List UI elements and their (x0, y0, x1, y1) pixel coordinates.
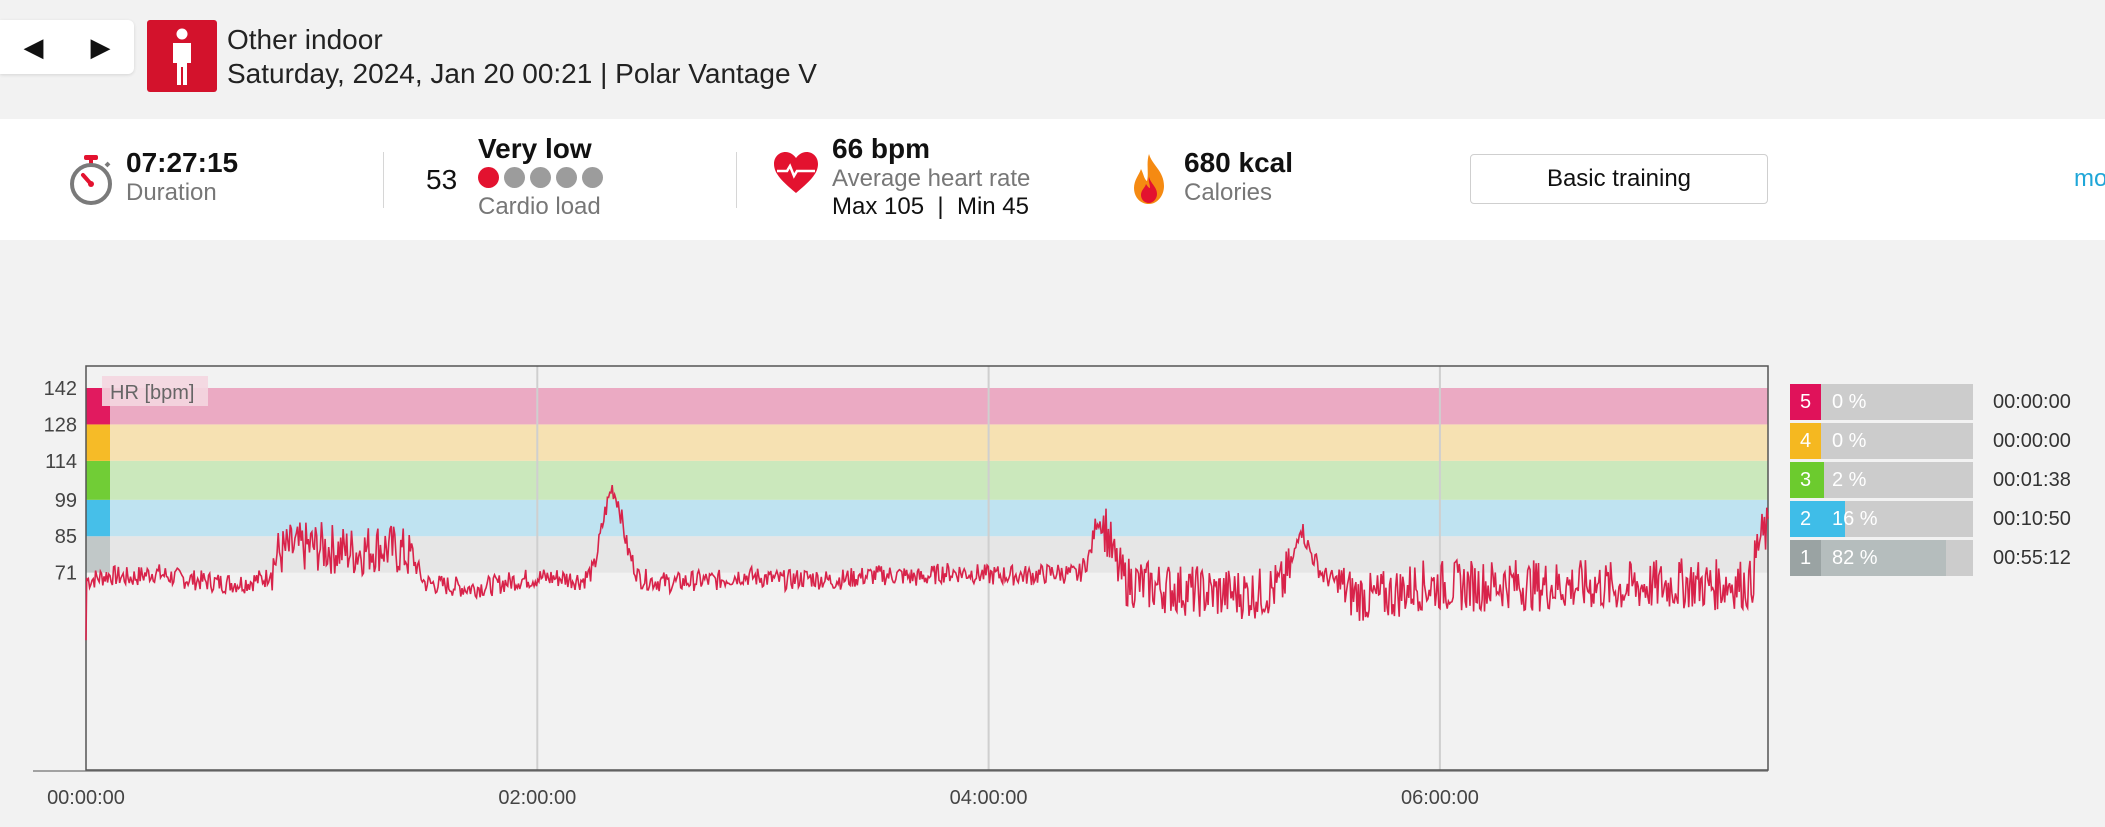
duration-value: 07:27:15 (126, 147, 239, 178)
ylabel-background (102, 376, 208, 406)
zone-time: 00:00:00 (1993, 430, 2071, 452)
zone-row-2: 2 16 % (1790, 501, 1973, 537)
y-tick-label: 142 (44, 378, 77, 400)
load-dot (478, 167, 499, 188)
zone-number: 3 (1790, 462, 1821, 498)
duration-label: Duration (126, 179, 217, 206)
x-tick-label: 00:00:00 (47, 787, 125, 809)
basic-training-button[interactable]: Basic training (1470, 154, 1768, 204)
average-heart-rate-label: Average heart rate (832, 165, 1031, 192)
zone-row-3: 3 2 % (1790, 462, 1973, 498)
y-axis-label: HR [bpm] (110, 382, 194, 404)
zone-band-marker-1 (86, 536, 110, 573)
average-heart-rate-value: 66 bpm (832, 133, 931, 164)
zone-band-3 (86, 460, 1768, 500)
cardio-load-value: 53 (426, 164, 458, 195)
zone-band-4 (86, 424, 1768, 461)
zone-percent: 2 % (1832, 469, 1867, 491)
y-tick-label: 71 (55, 563, 77, 585)
cardio-load-label: Cardio load (478, 193, 601, 220)
zone-band-1 (86, 536, 1768, 573)
more-link[interactable]: mo (2074, 165, 2105, 192)
load-dot (530, 167, 551, 188)
y-tick-label: 128 (44, 414, 77, 436)
zone-band-2 (86, 499, 1768, 537)
y-tick-label: 99 (55, 490, 77, 512)
cardio-load-dots (478, 167, 603, 188)
zone-band-5 (86, 388, 1768, 425)
zone-percent: 16 % (1832, 508, 1878, 530)
heart-icon (773, 151, 819, 200)
hr-series-line (85, 484, 1769, 641)
zone-number: 2 (1790, 501, 1821, 537)
zone-row-5: 5 0 % (1790, 384, 1973, 420)
zone-band-marker-2 (86, 499, 110, 537)
load-dot (582, 167, 603, 188)
zone-time: 00:55:12 (1993, 547, 2071, 569)
zone-percent: 82 % (1832, 547, 1878, 569)
page-subtitle: Saturday, 2024, Jan 20 00:21 | Polar Van… (227, 58, 817, 89)
zone-row-1: 1 82 % (1790, 540, 1973, 576)
calories-label: Calories (1184, 179, 1273, 206)
zone-band-marker-3 (86, 460, 110, 500)
zone-time: 00:01:38 (1993, 469, 2071, 491)
x-tick-label: 04:00:00 (950, 787, 1028, 809)
load-dot (504, 167, 525, 188)
y-tick-label: 85 (55, 526, 77, 548)
date-nav: ◀ ▶ (0, 20, 134, 74)
zone-number: 1 (1790, 540, 1821, 576)
divider (383, 152, 384, 208)
x-tick-label: 02:00:00 (498, 787, 576, 809)
zone-time: 00:10:50 (1993, 508, 2071, 530)
zone-row-4: 4 0 % (1790, 423, 1973, 459)
page-title: Other indoor (227, 24, 383, 55)
y-tick-label: 114 (45, 451, 77, 473)
zone-fill-bar (1821, 540, 1946, 576)
person-icon (147, 20, 217, 92)
heart-rate-chart: 71 85 99 114 128 142 00:00:00 02:00:00 04:00:00… (33, 365, 1769, 809)
flame-icon (1130, 153, 1168, 210)
zone-fill-bar (1821, 462, 1824, 498)
zone-number: 4 (1790, 423, 1821, 459)
previous-button[interactable]: ◀ (23, 32, 44, 62)
zone-fill-bar (1821, 501, 1845, 537)
zone-band-marker-4 (86, 424, 110, 461)
heart-rate-max-min: Max 105 | Min 45 (832, 193, 1029, 220)
plot-frame (85, 365, 1769, 771)
zone-time: 00:00:00 (1993, 391, 2071, 413)
next-button[interactable]: ▶ (90, 32, 111, 62)
summary-bar: 07:27:15 Duration 53 Very low Cardio loa… (0, 119, 2105, 240)
divider (736, 152, 737, 208)
zone-percent: 0 % (1832, 430, 1867, 452)
cardio-load-level: Very low (478, 133, 592, 164)
zone-number: 5 (1790, 384, 1821, 420)
zone-percent: 0 % (1832, 391, 1867, 413)
load-dot (556, 167, 577, 188)
calories-value: 680 kcal (1184, 147, 1293, 178)
x-tick-label: 06:00:00 (1401, 787, 1479, 809)
stopwatch-icon (67, 154, 115, 211)
